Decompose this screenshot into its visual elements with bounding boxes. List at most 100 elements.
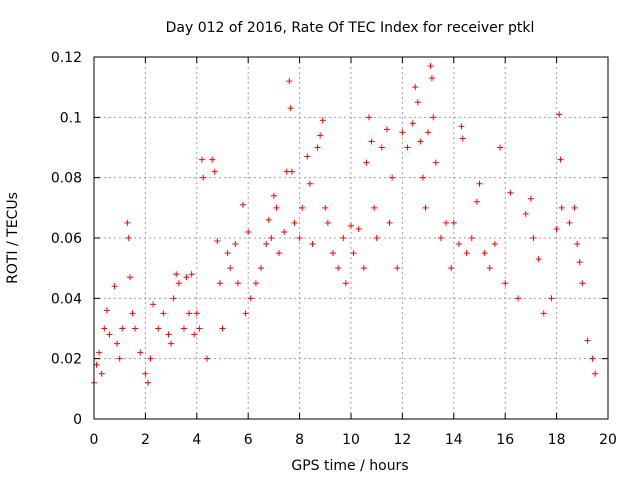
data-point xyxy=(268,235,275,241)
data-point xyxy=(584,337,591,344)
chart-title: Day 012 of 2016, Rate Of TEC Index for r… xyxy=(166,20,535,36)
data-point xyxy=(589,355,596,362)
data-point xyxy=(557,156,564,163)
data-point xyxy=(428,75,435,82)
x-axis-label: GPS time / hours xyxy=(291,458,408,474)
data-point xyxy=(502,280,509,287)
data-point xyxy=(245,228,252,235)
data-point xyxy=(507,189,514,196)
data-point xyxy=(160,310,167,317)
x-tick-label: 14 xyxy=(445,432,463,448)
data-point xyxy=(258,265,265,272)
data-point xyxy=(242,310,249,317)
x-tick-label: 12 xyxy=(393,432,411,448)
data-point xyxy=(314,144,321,151)
data-point xyxy=(188,271,195,278)
y-axis-label: ROTI / TECUs xyxy=(5,192,21,284)
data-point xyxy=(553,225,560,232)
data-point xyxy=(491,241,498,248)
data-point xyxy=(322,204,329,211)
data-point xyxy=(304,153,311,160)
grid-lines xyxy=(94,57,608,419)
data-point xyxy=(330,250,337,257)
data-point xyxy=(571,204,578,211)
data-point xyxy=(287,105,294,112)
data-point xyxy=(165,331,172,338)
data-point xyxy=(481,250,488,257)
data-point xyxy=(558,204,565,211)
data-point xyxy=(224,250,231,257)
data-point xyxy=(219,325,226,332)
data-point xyxy=(530,235,537,241)
data-point xyxy=(459,135,466,142)
data-point xyxy=(227,265,234,272)
data-point xyxy=(198,156,205,163)
x-tick-label: 6 xyxy=(244,432,253,448)
data-point xyxy=(106,331,113,338)
data-point xyxy=(270,192,277,199)
data-point xyxy=(592,370,599,377)
data-point xyxy=(180,325,187,332)
data-point xyxy=(193,310,200,317)
data-point xyxy=(365,114,372,121)
data-point xyxy=(132,325,139,332)
data-point xyxy=(125,235,132,241)
data-point xyxy=(252,280,259,287)
data-point xyxy=(283,168,290,175)
data-point xyxy=(183,274,190,281)
data-point xyxy=(515,295,522,302)
data-point xyxy=(309,241,316,248)
data-point xyxy=(273,204,280,211)
data-point xyxy=(204,355,211,362)
data-point xyxy=(137,349,144,356)
data-point xyxy=(476,180,483,187)
data-point xyxy=(579,280,586,287)
y-tick-label: 0.08 xyxy=(51,171,82,187)
data-point xyxy=(288,168,295,175)
data-point xyxy=(427,63,434,70)
data-point xyxy=(443,219,450,226)
data-point xyxy=(124,219,131,226)
data-point xyxy=(414,99,421,106)
data-point xyxy=(119,325,126,332)
data-point xyxy=(101,325,108,332)
data-point xyxy=(247,295,254,302)
data-point xyxy=(96,349,103,356)
data-point xyxy=(448,265,455,272)
data-point xyxy=(306,180,313,187)
y-tick-label: 0.12 xyxy=(51,50,82,66)
y-tick-label: 0.04 xyxy=(51,291,82,307)
data-point xyxy=(522,210,529,217)
y-tick-label: 0.06 xyxy=(51,231,82,247)
data-point xyxy=(417,138,424,145)
data-point xyxy=(324,219,331,226)
data-point xyxy=(404,144,411,151)
axis-ticks xyxy=(93,56,609,420)
data-point xyxy=(170,295,177,302)
data-point xyxy=(147,355,154,362)
data-point xyxy=(209,156,216,163)
data-point xyxy=(144,379,151,386)
data-point xyxy=(317,132,324,139)
data-point xyxy=(486,265,493,272)
data-point xyxy=(463,250,470,257)
data-point xyxy=(473,198,480,205)
x-tick-labels: 0 2 4 6 8 10 12 14 16 18 20 xyxy=(90,432,617,448)
data-point xyxy=(348,222,354,229)
data-point xyxy=(458,123,465,130)
data-point xyxy=(566,219,573,226)
data-point xyxy=(126,274,133,281)
data-point xyxy=(281,228,288,235)
data-point xyxy=(142,370,149,377)
data-point xyxy=(540,310,547,317)
data-point xyxy=(296,235,303,241)
data-point xyxy=(425,129,432,136)
data-point xyxy=(383,126,390,133)
data-point xyxy=(291,219,298,226)
data-point xyxy=(129,310,136,317)
data-point xyxy=(556,111,563,118)
x-tick-label: 0 xyxy=(90,432,99,448)
data-point xyxy=(214,238,221,245)
data-point xyxy=(455,241,462,248)
